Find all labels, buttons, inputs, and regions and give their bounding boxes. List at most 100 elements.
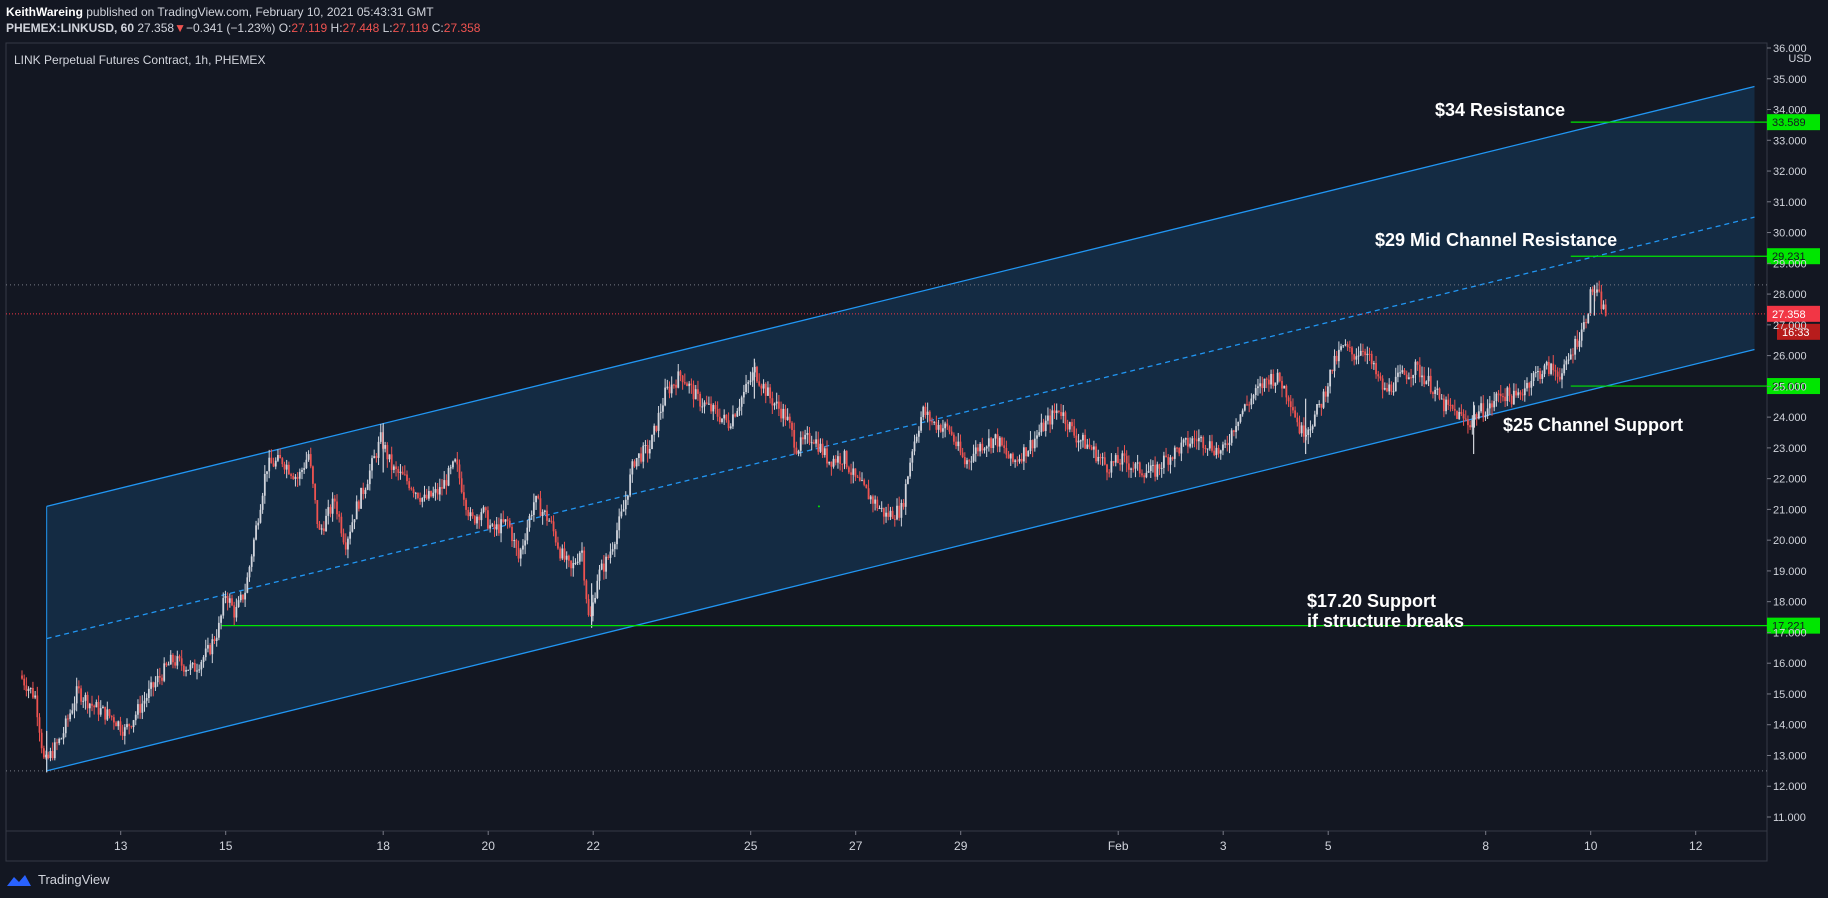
candle-275: [622, 500, 625, 512]
candle-body: [366, 484, 369, 490]
candle-208: [476, 514, 478, 529]
candle-body: [1226, 443, 1229, 446]
candle-body: [1001, 437, 1003, 446]
candle-body: [1176, 447, 1178, 449]
candle-230: [524, 533, 527, 555]
candle-body: [740, 397, 743, 407]
candle-95: [228, 593, 231, 608]
candle-221: [504, 519, 507, 525]
candle-201: [460, 471, 463, 494]
x-tick-label-2: 18: [377, 839, 391, 853]
candle-body: [141, 703, 144, 713]
candle-body: [493, 524, 496, 530]
candle-64: [161, 674, 163, 686]
candle-body: [874, 499, 877, 504]
candle-body: [364, 489, 367, 494]
candle-body: [939, 424, 942, 432]
level-tag-channel-support-25[interactable]: 25.010: [1767, 378, 1820, 395]
candle-366: [821, 438, 824, 458]
level-tag-resistance-34[interactable]: 33.589: [1767, 114, 1820, 131]
candle-1: [23, 674, 26, 691]
candle-212: [484, 506, 487, 518]
author-name[interactable]: KeithWareing: [6, 5, 83, 19]
footer-brand[interactable]: TradingView: [38, 872, 110, 887]
candle-body: [907, 476, 909, 484]
candle-296: [668, 381, 671, 399]
candle-body: [863, 480, 866, 485]
candle-216: [493, 520, 496, 537]
candle-body: [193, 663, 196, 672]
candle-166: [384, 441, 387, 453]
candle-body: [419, 497, 422, 502]
candle-body: [1237, 421, 1240, 427]
candle-102: [244, 583, 247, 607]
candle-body: [1543, 365, 1546, 375]
candle-body: [244, 592, 247, 600]
candle-body: [970, 461, 973, 463]
candle-body: [530, 514, 533, 517]
candle-612: [1359, 343, 1362, 357]
candle-body: [357, 501, 360, 509]
candle-body: [1499, 393, 1502, 397]
candle-body: [471, 512, 474, 517]
time-axis[interactable]: 13 15 18 20 22 25 27 29 Feb 3 5 8 10 12: [114, 831, 1703, 853]
candle-body: [1254, 388, 1257, 396]
candle-99: [237, 596, 240, 608]
candle-body: [355, 501, 358, 520]
candle-body: [572, 563, 575, 569]
candle-body: [1007, 454, 1010, 459]
candle-body: [1033, 438, 1036, 449]
price-axis[interactable]: 33.58929.23125.01017.22127.35816:3311.00…: [1767, 43, 1820, 824]
candle-body: [180, 658, 183, 666]
candle-body: [237, 600, 240, 608]
current-price-tag-text: 27.358: [1772, 309, 1806, 321]
candle-655: [1453, 399, 1456, 416]
candle-38: [104, 706, 107, 725]
countdown-bg: [1777, 323, 1820, 340]
candle-body: [60, 738, 63, 740]
candle-661: [1467, 415, 1469, 434]
candle-body: [1453, 408, 1456, 411]
candle-704: [1561, 368, 1563, 389]
candle-body: [1108, 472, 1111, 474]
candle-143: [333, 495, 336, 509]
candle-body: [126, 724, 128, 728]
candle-body: [257, 522, 260, 526]
candle-body: [543, 510, 546, 512]
candle-119: [281, 457, 284, 468]
candle-body: [414, 492, 417, 494]
level-tag-mid-channel-29[interactable]: 29.231: [1767, 248, 1820, 265]
channel-layer: [6, 85, 1767, 772]
candle-542: [1206, 448, 1209, 456]
candle-430: [961, 447, 964, 459]
candle-body: [1195, 439, 1198, 442]
candle-417: [933, 421, 936, 426]
candle-body: [491, 524, 494, 526]
candle-503: [1121, 450, 1124, 472]
candle-604: [1342, 345, 1345, 348]
candle-268: [607, 554, 610, 560]
candle-body: [522, 545, 524, 550]
level-tag-support-17[interactable]: 17.221: [1767, 617, 1820, 634]
candle-669: [1484, 411, 1487, 421]
candle-body: [215, 637, 218, 642]
candle-body: [412, 489, 415, 493]
candle-317: [714, 401, 717, 414]
candle-body: [1340, 346, 1342, 350]
candle-475: [1060, 403, 1062, 420]
candle-body: [327, 507, 330, 516]
candle-113: [268, 449, 271, 479]
candle-606: [1346, 341, 1349, 351]
candle-body: [1556, 371, 1559, 377]
candle-105: [250, 554, 253, 572]
candle-340: [764, 382, 767, 404]
candle-243: [552, 515, 555, 537]
candle-body: [307, 454, 310, 460]
candle-341: [767, 381, 769, 396]
candle-635: [1410, 368, 1412, 388]
candle-body: [784, 408, 787, 420]
candle-524: [1167, 454, 1170, 472]
candle-body: [773, 403, 776, 406]
